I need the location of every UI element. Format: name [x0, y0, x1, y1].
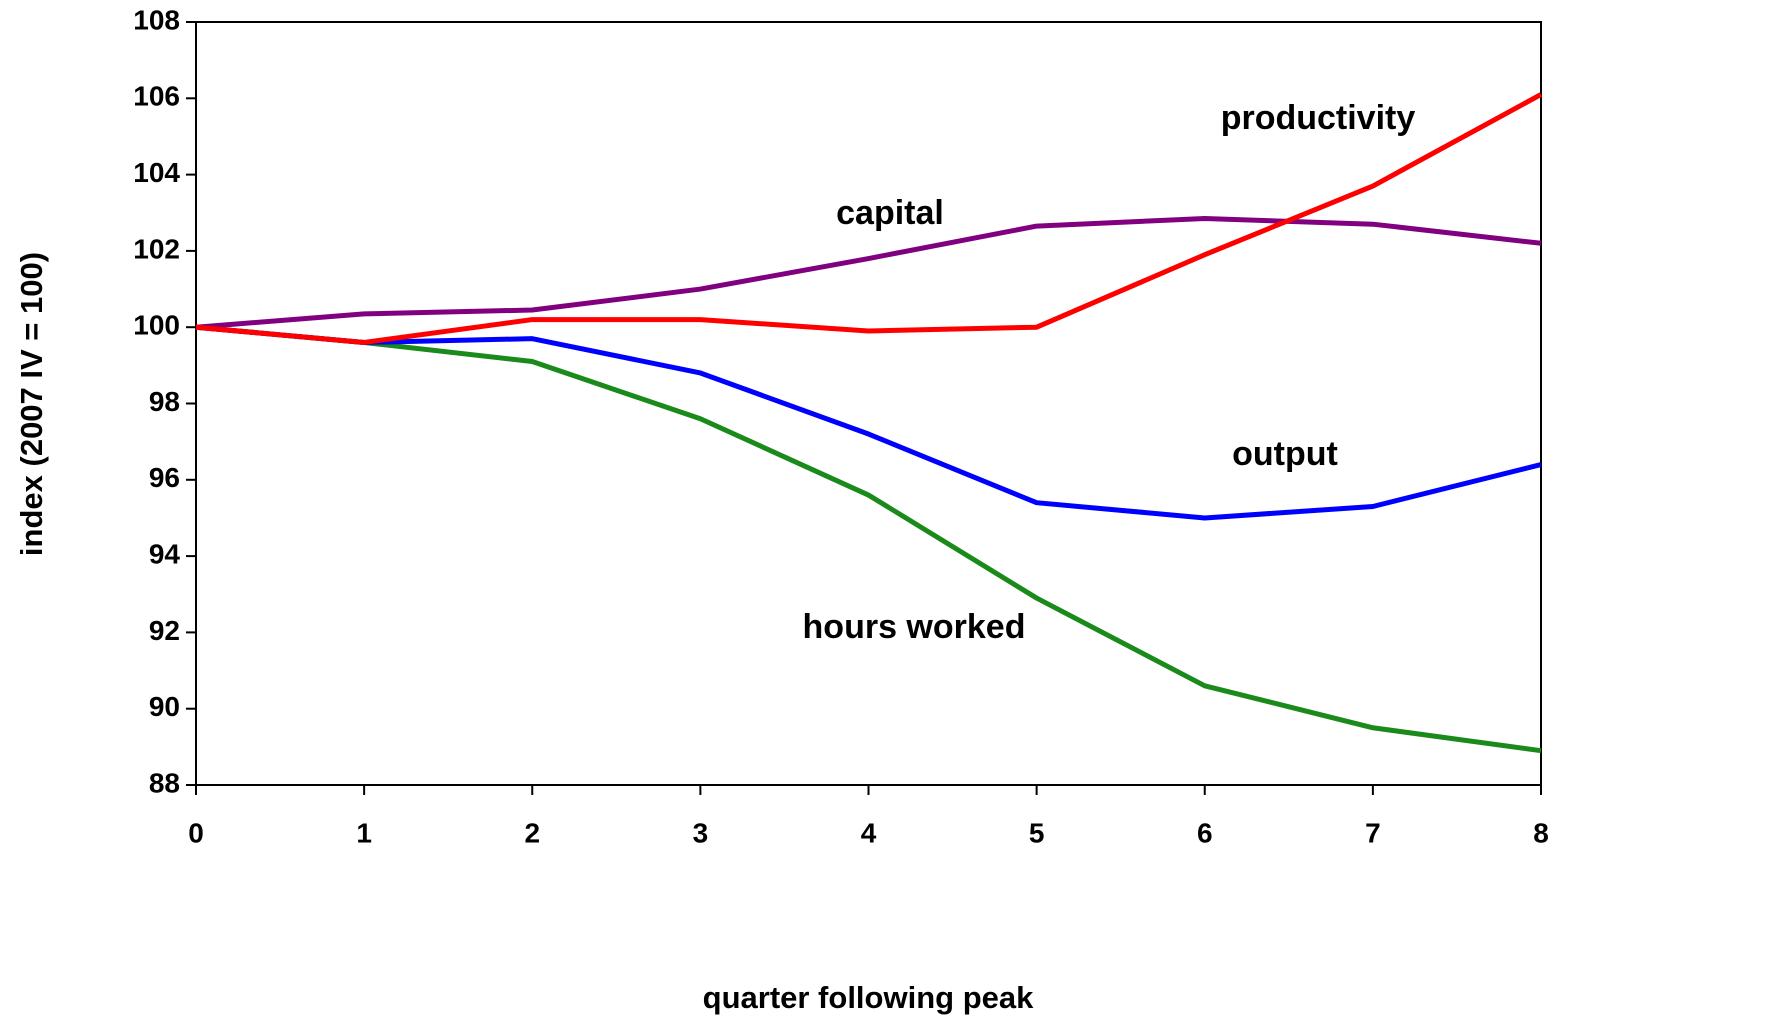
x-tick-label: 1 — [356, 817, 372, 848]
y-tick-label: 100 — [133, 310, 180, 341]
series-label: output — [1232, 435, 1338, 473]
y-tick-label: 90 — [149, 691, 180, 722]
x-tick-label: 3 — [693, 817, 709, 848]
x-axis-title: quarter following peak — [703, 980, 1034, 1015]
x-tick-label: 7 — [1365, 817, 1381, 848]
y-tick-label: 88 — [149, 767, 180, 798]
y-tick-label: 106 — [133, 81, 180, 112]
x-tick-label: 6 — [1197, 817, 1213, 848]
series-label: productivity — [1221, 99, 1416, 137]
x-tick-label: 5 — [1029, 817, 1045, 848]
x-tick-label: 4 — [861, 817, 877, 848]
x-tick-label: 8 — [1533, 817, 1549, 848]
y-tick-label: 108 — [133, 4, 180, 35]
series-line — [195, 324, 1542, 754]
series-label: hours worked — [803, 608, 1026, 646]
y-tick-label: 96 — [149, 462, 180, 493]
y-tick-label: 98 — [149, 386, 180, 417]
y-tick-label: 94 — [149, 538, 181, 569]
y-tick-label: 92 — [149, 615, 180, 646]
y-tick-label: 104 — [133, 157, 180, 188]
series-line — [195, 324, 1542, 521]
y-axis-title: index (2007 IV = 100) — [14, 252, 49, 556]
series-line — [195, 92, 1543, 345]
y-tick-label: 102 — [133, 233, 180, 264]
x-tick-label: 0 — [188, 817, 204, 848]
series-label: capital — [836, 194, 944, 232]
x-tick-label: 2 — [524, 817, 540, 848]
series-line — [195, 215, 1542, 330]
